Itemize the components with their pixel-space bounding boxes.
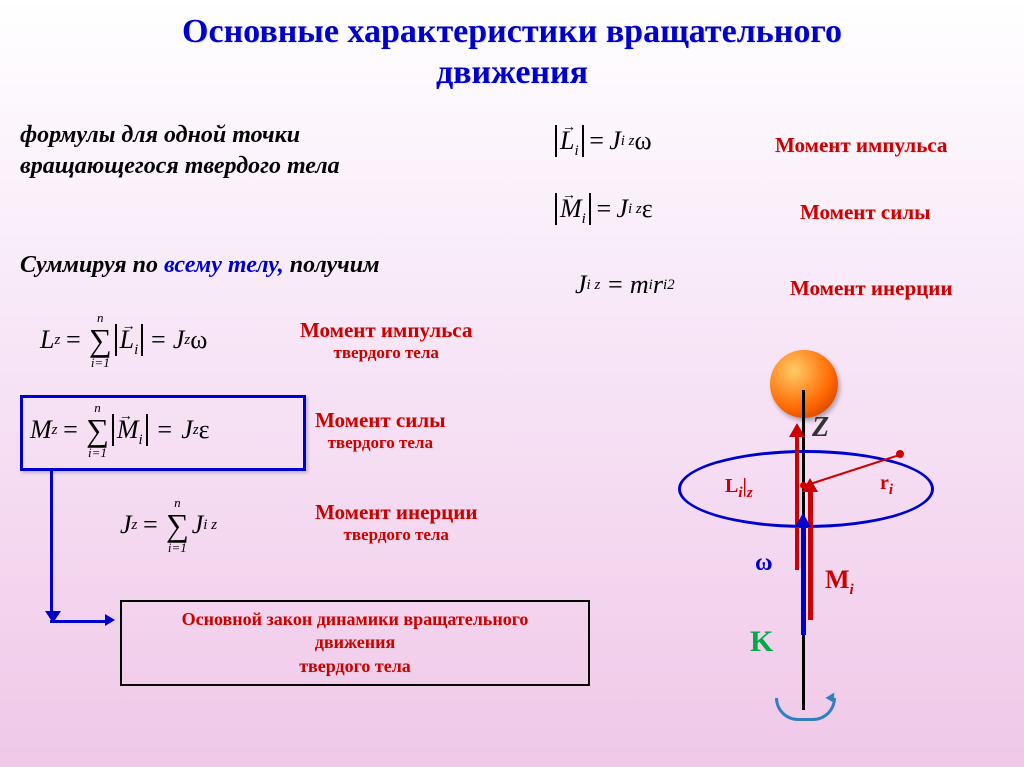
vector-omega [801,525,806,635]
slide-title: Основные характеристики вращательного дв… [0,0,1024,94]
formula-Mz-body: Mz = n∑i=1 Mi = Jz ε [30,400,210,461]
formula-Lz-body: Lz = n∑i=1 Li = Jz ω [40,310,207,371]
label-Li-diagram: Li|z [725,475,753,502]
label-moment-impulse: Момент импульса [775,133,947,158]
arrow-to-law [50,468,53,613]
vector-Li [795,435,799,570]
formula-Li-point: Li = Ji z ω [555,125,652,157]
formula-Ji-point: Ji z = mi ri2 [575,270,675,300]
arrow-horizontal [50,620,110,623]
vector-Mi [808,490,813,620]
mass-point-dot [896,450,904,458]
rotation-diagram: Z Li|z ri ω Mi K [640,350,980,750]
label-Mz: Момент силы твердого тела [315,408,446,453]
formula-Jz-body: Jz = n∑i=1 Ji z [120,495,217,556]
formula-Mi-point: Mi = Ji z ε [555,193,653,225]
arrow-head-right [105,614,115,626]
z-axis-label: Z [812,412,829,444]
label-ri-diagram: ri [880,472,893,499]
sum-title: Суммируя по всему телу, получим [20,252,380,279]
law-box: Основной закон динамики вращательного дв… [120,600,590,686]
label-K-diagram: K [750,625,773,659]
rotation-curl-arrow [775,698,836,721]
label-moment-inertia: Момент инерции [790,276,952,301]
label-moment-force: Момент силы [800,200,931,225]
label-Lz: Момент импульса твердого тела [300,318,472,363]
subtitle-point: формулы для одной точкивращающегося твер… [20,120,340,182]
label-Mi-diagram: Mi [825,565,854,599]
label-Jz: Момент инерции твердого тела [315,500,477,545]
label-omega-diagram: ω [755,550,773,577]
